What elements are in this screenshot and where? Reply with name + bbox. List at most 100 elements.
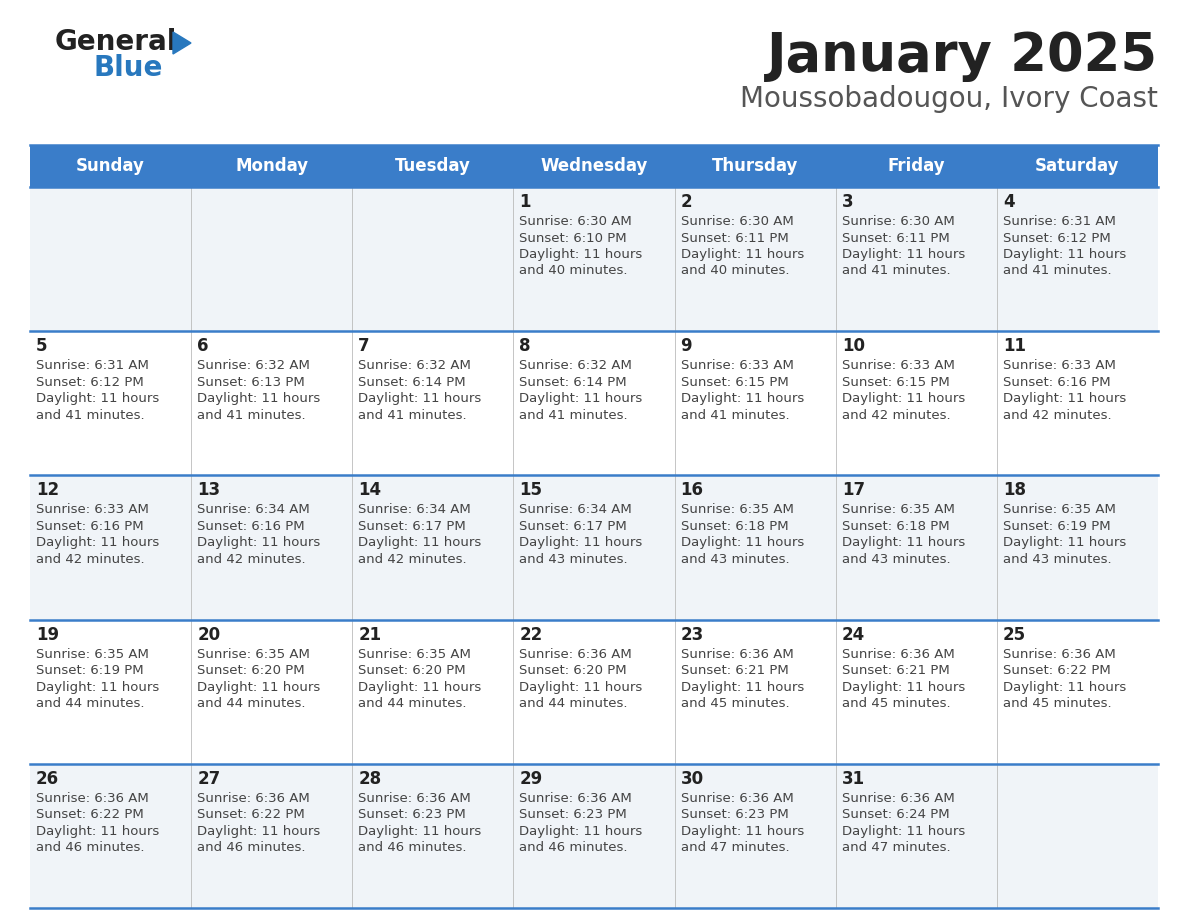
Text: 8: 8	[519, 337, 531, 355]
Text: Sunset: 6:10 PM: Sunset: 6:10 PM	[519, 231, 627, 244]
Text: Sunrise: 6:36 AM: Sunrise: 6:36 AM	[681, 792, 794, 805]
Text: Daylight: 11 hours: Daylight: 11 hours	[519, 536, 643, 549]
Text: 28: 28	[359, 770, 381, 788]
Text: Daylight: 11 hours: Daylight: 11 hours	[197, 680, 321, 694]
Text: Sunset: 6:14 PM: Sunset: 6:14 PM	[519, 375, 627, 388]
Text: Sunset: 6:23 PM: Sunset: 6:23 PM	[519, 809, 627, 822]
Text: Daylight: 11 hours: Daylight: 11 hours	[1003, 248, 1126, 261]
Text: and 42 minutes.: and 42 minutes.	[359, 553, 467, 565]
Bar	[30, 476, 1158, 620]
Text: 29: 29	[519, 770, 543, 788]
Text: and 45 minutes.: and 45 minutes.	[842, 697, 950, 711]
Text: Sunset: 6:11 PM: Sunset: 6:11 PM	[681, 231, 789, 244]
Text: Daylight: 11 hours: Daylight: 11 hours	[681, 824, 804, 838]
Text: and 42 minutes.: and 42 minutes.	[36, 553, 145, 565]
Text: Sunrise: 6:30 AM: Sunrise: 6:30 AM	[681, 215, 794, 228]
Text: 22: 22	[519, 625, 543, 644]
Text: Sunrise: 6:35 AM: Sunrise: 6:35 AM	[842, 503, 955, 517]
Text: 25: 25	[1003, 625, 1026, 644]
Text: Blue: Blue	[93, 54, 163, 82]
Text: Sunset: 6:16 PM: Sunset: 6:16 PM	[197, 520, 305, 533]
Text: Sunset: 6:16 PM: Sunset: 6:16 PM	[1003, 375, 1111, 388]
Text: Wednesday: Wednesday	[541, 157, 647, 175]
Text: and 43 minutes.: and 43 minutes.	[681, 553, 789, 565]
Text: and 40 minutes.: and 40 minutes.	[519, 264, 628, 277]
Text: Sunset: 6:22 PM: Sunset: 6:22 PM	[1003, 664, 1111, 677]
Text: Daylight: 11 hours: Daylight: 11 hours	[36, 536, 159, 549]
Text: Sunset: 6:17 PM: Sunset: 6:17 PM	[359, 520, 466, 533]
Text: and 46 minutes.: and 46 minutes.	[519, 841, 628, 855]
Text: Daylight: 11 hours: Daylight: 11 hours	[36, 680, 159, 694]
Text: Daylight: 11 hours: Daylight: 11 hours	[359, 680, 481, 694]
Text: and 46 minutes.: and 46 minutes.	[197, 841, 305, 855]
Text: Sunrise: 6:35 AM: Sunrise: 6:35 AM	[197, 647, 310, 661]
Text: Moussobadougou, Ivory Coast: Moussobadougou, Ivory Coast	[740, 85, 1158, 113]
Text: Sunrise: 6:36 AM: Sunrise: 6:36 AM	[842, 647, 954, 661]
Text: Sunrise: 6:36 AM: Sunrise: 6:36 AM	[36, 792, 148, 805]
Text: and 44 minutes.: and 44 minutes.	[359, 697, 467, 711]
Text: Tuesday: Tuesday	[394, 157, 470, 175]
Text: 16: 16	[681, 481, 703, 499]
Text: 26: 26	[36, 770, 59, 788]
Text: Sunset: 6:18 PM: Sunset: 6:18 PM	[681, 520, 788, 533]
Text: and 45 minutes.: and 45 minutes.	[681, 697, 789, 711]
Text: Sunset: 6:11 PM: Sunset: 6:11 PM	[842, 231, 949, 244]
Text: Daylight: 11 hours: Daylight: 11 hours	[681, 392, 804, 405]
Text: and 46 minutes.: and 46 minutes.	[36, 841, 145, 855]
Text: 12: 12	[36, 481, 59, 499]
Text: Daylight: 11 hours: Daylight: 11 hours	[197, 536, 321, 549]
Text: 20: 20	[197, 625, 220, 644]
Text: and 41 minutes.: and 41 minutes.	[36, 409, 145, 421]
Text: Daylight: 11 hours: Daylight: 11 hours	[842, 248, 965, 261]
Text: 13: 13	[197, 481, 220, 499]
Text: 18: 18	[1003, 481, 1026, 499]
Text: Thursday: Thursday	[712, 157, 798, 175]
Text: 11: 11	[1003, 337, 1026, 355]
Bar	[30, 187, 1158, 331]
Text: Sunrise: 6:35 AM: Sunrise: 6:35 AM	[681, 503, 794, 517]
Text: and 45 minutes.: and 45 minutes.	[1003, 697, 1112, 711]
Text: Sunrise: 6:34 AM: Sunrise: 6:34 AM	[519, 503, 632, 517]
Text: Daylight: 11 hours: Daylight: 11 hours	[681, 248, 804, 261]
Text: Sunrise: 6:36 AM: Sunrise: 6:36 AM	[842, 792, 954, 805]
Text: Sunset: 6:12 PM: Sunset: 6:12 PM	[36, 375, 144, 388]
Text: and 43 minutes.: and 43 minutes.	[842, 553, 950, 565]
Text: Sunset: 6:19 PM: Sunset: 6:19 PM	[1003, 520, 1111, 533]
Text: Sunset: 6:18 PM: Sunset: 6:18 PM	[842, 520, 949, 533]
Text: Sunset: 6:21 PM: Sunset: 6:21 PM	[842, 664, 949, 677]
Text: Sunrise: 6:33 AM: Sunrise: 6:33 AM	[842, 359, 955, 372]
Text: Sunrise: 6:31 AM: Sunrise: 6:31 AM	[1003, 215, 1116, 228]
Text: General: General	[55, 28, 177, 56]
Text: and 43 minutes.: and 43 minutes.	[1003, 553, 1112, 565]
Text: Monday: Monday	[235, 157, 308, 175]
Text: 15: 15	[519, 481, 543, 499]
Text: Sunset: 6:22 PM: Sunset: 6:22 PM	[197, 809, 305, 822]
Text: Sunrise: 6:36 AM: Sunrise: 6:36 AM	[681, 647, 794, 661]
Text: 31: 31	[842, 770, 865, 788]
Text: Sunset: 6:20 PM: Sunset: 6:20 PM	[519, 664, 627, 677]
Text: Sunset: 6:20 PM: Sunset: 6:20 PM	[197, 664, 305, 677]
Text: 5: 5	[36, 337, 48, 355]
Text: and 44 minutes.: and 44 minutes.	[519, 697, 628, 711]
Text: Sunrise: 6:36 AM: Sunrise: 6:36 AM	[359, 792, 470, 805]
Text: Daylight: 11 hours: Daylight: 11 hours	[36, 392, 159, 405]
Text: 21: 21	[359, 625, 381, 644]
Text: 7: 7	[359, 337, 369, 355]
Text: and 42 minutes.: and 42 minutes.	[1003, 409, 1112, 421]
Text: Daylight: 11 hours: Daylight: 11 hours	[1003, 536, 1126, 549]
Text: Daylight: 11 hours: Daylight: 11 hours	[359, 824, 481, 838]
Text: and 40 minutes.: and 40 minutes.	[681, 264, 789, 277]
Text: and 44 minutes.: and 44 minutes.	[36, 697, 145, 711]
Text: Sunrise: 6:32 AM: Sunrise: 6:32 AM	[519, 359, 632, 372]
Text: 9: 9	[681, 337, 693, 355]
Text: Sunrise: 6:36 AM: Sunrise: 6:36 AM	[519, 647, 632, 661]
Text: Daylight: 11 hours: Daylight: 11 hours	[681, 680, 804, 694]
Text: and 44 minutes.: and 44 minutes.	[197, 697, 305, 711]
Polygon shape	[173, 32, 191, 54]
Text: Daylight: 11 hours: Daylight: 11 hours	[842, 680, 965, 694]
Text: Sunset: 6:19 PM: Sunset: 6:19 PM	[36, 664, 144, 677]
Text: Daylight: 11 hours: Daylight: 11 hours	[842, 824, 965, 838]
Text: Sunrise: 6:30 AM: Sunrise: 6:30 AM	[519, 215, 632, 228]
Text: Sunrise: 6:33 AM: Sunrise: 6:33 AM	[36, 503, 148, 517]
Text: and 47 minutes.: and 47 minutes.	[842, 841, 950, 855]
